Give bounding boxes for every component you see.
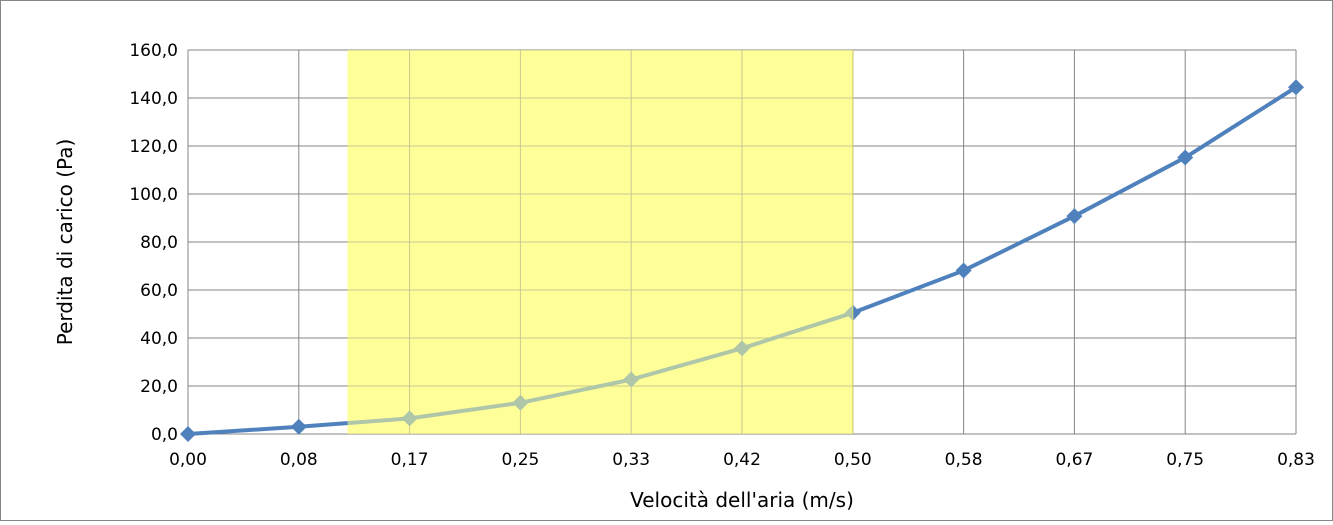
data-point	[180, 426, 196, 442]
x-tick-label: 0,42	[723, 450, 761, 470]
x-tick-label: 0,83	[1277, 450, 1315, 470]
data-point	[955, 262, 972, 279]
y-tick-label: 160,0	[129, 41, 178, 61]
data-point	[1066, 208, 1083, 225]
data-point	[1288, 79, 1304, 96]
x-tick-label: 0,58	[945, 450, 983, 470]
x-tick-label: 0,50	[834, 450, 872, 470]
highlight-overlay-layer	[347, 50, 854, 434]
y-axis-title: Perdita di carico (Pa)	[53, 139, 77, 345]
tick-labels: 0,0 20,0 40,0 60,0 80,0 100,0 120,0 140,0 160,0 0…	[129, 41, 1315, 470]
y-tick-label: 100,0	[129, 185, 178, 205]
x-tick-label: 0,33	[612, 450, 650, 470]
x-tick-label: 0,00	[169, 450, 207, 470]
y-tick-label: 20,0	[140, 377, 178, 397]
data-point	[1177, 149, 1194, 166]
y-tick-label: 0,0	[151, 425, 178, 445]
highlight-band-overlay	[347, 50, 853, 434]
y-tick-label: 140,0	[129, 89, 178, 109]
y-tick-label: 40,0	[140, 329, 178, 349]
y-tick-label: 60,0	[140, 281, 178, 301]
y-tick-label: 120,0	[129, 137, 178, 157]
x-tick-label: 0,17	[391, 450, 429, 470]
x-axis-title: Velocità dell'aria (m/s)	[630, 488, 854, 512]
y-tick-label: 80,0	[140, 233, 178, 253]
x-tick-label: 0,08	[280, 450, 318, 470]
x-tick-label: 0,67	[1055, 450, 1093, 470]
x-tick-label: 0,25	[501, 450, 539, 470]
data-point	[290, 418, 307, 435]
x-tick-label: 0,75	[1166, 450, 1204, 470]
